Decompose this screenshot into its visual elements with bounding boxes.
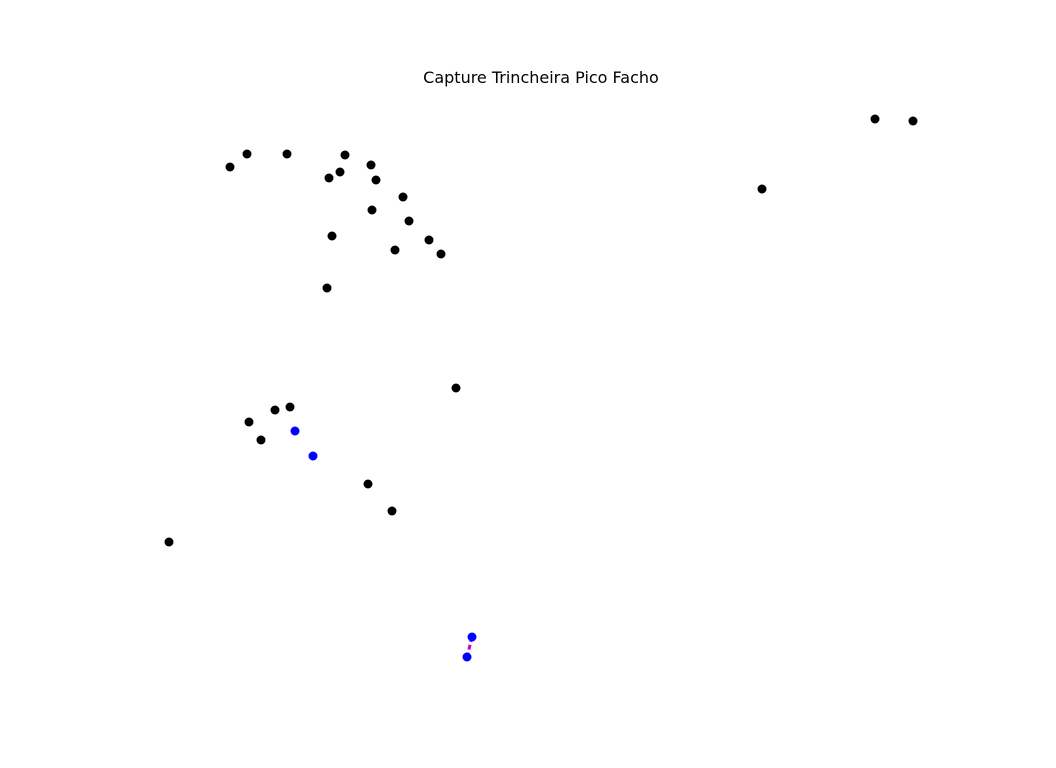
map-point[interactable] (424, 235, 434, 245)
map-point[interactable] (340, 150, 350, 160)
map-point[interactable] (327, 231, 337, 241)
map-point[interactable] (242, 149, 252, 159)
captured-point[interactable] (467, 632, 477, 642)
map-point[interactable] (335, 167, 345, 177)
captured-point[interactable] (462, 652, 472, 662)
map-point[interactable] (244, 417, 254, 427)
map-point[interactable] (390, 245, 400, 255)
map-point[interactable] (363, 479, 373, 489)
map-point[interactable] (870, 114, 880, 124)
map-point[interactable] (367, 205, 377, 215)
captured-point[interactable] (308, 451, 318, 461)
map-point[interactable] (757, 184, 767, 194)
map-point[interactable] (164, 537, 174, 547)
map-point[interactable] (908, 116, 918, 126)
map-point[interactable] (256, 435, 266, 445)
captured-point[interactable] (290, 426, 300, 436)
map-point[interactable] (366, 160, 376, 170)
map-point[interactable] (404, 216, 414, 226)
point-layer (164, 114, 918, 662)
map-point[interactable] (322, 283, 332, 293)
page-title: Capture Trincheira Pico Facho (423, 68, 659, 87)
map-point[interactable] (387, 506, 397, 516)
map-point[interactable] (270, 405, 280, 415)
map-point[interactable] (398, 192, 408, 202)
map-point[interactable] (371, 175, 381, 185)
map-point[interactable] (436, 249, 446, 259)
map-point[interactable] (451, 383, 461, 393)
map-point[interactable] (225, 162, 235, 172)
map-point[interactable] (324, 173, 334, 183)
map-point[interactable] (282, 149, 292, 159)
map-point[interactable] (285, 402, 295, 412)
